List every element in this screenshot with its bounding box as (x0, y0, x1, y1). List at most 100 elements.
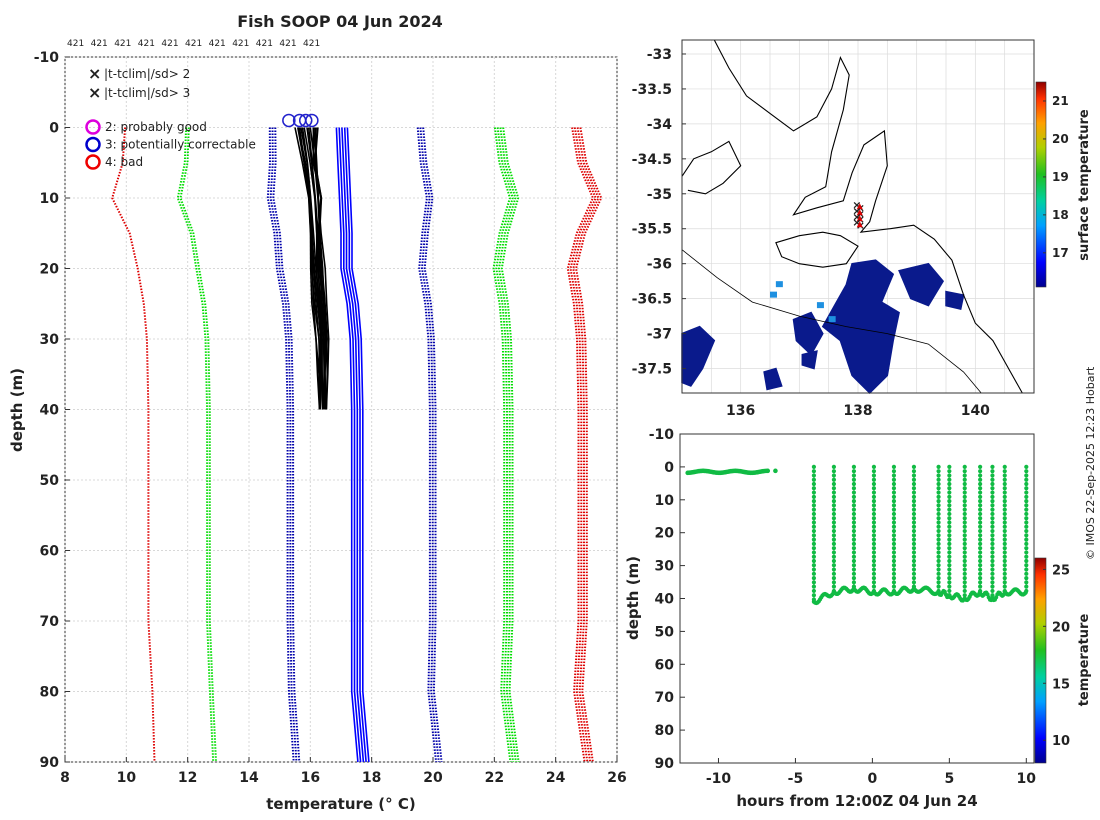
y-tick-label: 10 (40, 191, 60, 207)
data-point (990, 469, 995, 474)
x-tick-label: 14 (239, 770, 259, 786)
data-point (978, 507, 983, 512)
data-point (936, 567, 941, 572)
data-point (811, 563, 817, 568)
sst-patch (898, 262, 945, 307)
data-point (911, 490, 917, 495)
data-point (947, 503, 952, 508)
data-point (990, 520, 995, 525)
data-point (851, 571, 857, 576)
data-point (911, 503, 917, 508)
data-point (831, 546, 837, 551)
data-point (891, 481, 897, 487)
climatology-sd-line (422, 127, 443, 763)
data-point (947, 481, 952, 487)
data-point (811, 503, 817, 508)
data-point (811, 533, 817, 538)
climatology-sd-line (566, 127, 594, 763)
y-tick-label: 80 (40, 685, 60, 701)
data-point (962, 494, 967, 499)
data-point (891, 576, 897, 581)
legend-cross-label: |t-tclim|/sd> 2 (104, 67, 190, 81)
data-point (962, 533, 967, 538)
data-point (891, 516, 897, 521)
climatology-mean-line (343, 127, 367, 763)
data-point (851, 520, 857, 525)
data-point (765, 468, 771, 474)
y-axis-label-2: depth (m) (624, 556, 642, 640)
data-point (990, 507, 995, 512)
data-point (911, 546, 917, 551)
data-point (947, 584, 952, 589)
data-point (936, 511, 941, 517)
sst-colorbar: 17 18 19 20 21 (1035, 81, 1069, 288)
sst-patch (763, 367, 783, 391)
data-point (1002, 524, 1007, 529)
data-point (871, 537, 877, 542)
data-point (1024, 511, 1029, 517)
data-point (811, 584, 817, 589)
data-point (978, 499, 983, 504)
top-label: 421 (114, 39, 131, 49)
data-point (891, 507, 897, 512)
y-tick-label: 60 (40, 544, 60, 560)
data-point (831, 571, 837, 576)
climatology-sd-line (419, 127, 440, 763)
data-point (947, 554, 952, 559)
temperature-profile-line (294, 127, 321, 410)
top-label: 421 (138, 39, 155, 49)
data-point (911, 567, 917, 572)
climatology-mean-line (341, 127, 365, 763)
data-point (911, 541, 917, 546)
data-point (962, 541, 967, 546)
data-point (936, 563, 941, 568)
data-point (911, 537, 917, 542)
data-point (1002, 580, 1007, 585)
data-point (990, 584, 995, 589)
data-point (851, 499, 857, 504)
data-point (978, 571, 983, 576)
sst-patch (821, 259, 900, 395)
data-point (1002, 520, 1007, 525)
map-axis-ticks: 136 138 140 -33 -33.5 -34 -34.5 -35 -35.5 -36 -36.… (632, 47, 991, 419)
data-point (1024, 524, 1029, 529)
data-point (1002, 571, 1007, 576)
data-point (811, 550, 817, 555)
climatology-mean-line (346, 127, 370, 763)
depth-time-chart: -10 -5 0 5 10 -10 0 10 20 30 40 50 60 70 80 90 10 15 20 25… (624, 427, 1092, 810)
data-point (1002, 481, 1007, 487)
data-point (962, 580, 967, 585)
data-point (811, 473, 817, 478)
data-point (978, 533, 983, 538)
climatology-sd-line (575, 127, 603, 763)
y-tick-label-2: 50 (655, 624, 675, 640)
map-y-tick-label: -33 (647, 47, 672, 63)
data-point (978, 516, 983, 521)
data-point (962, 481, 967, 487)
top-label: 421 (256, 39, 273, 49)
x-tick-label-2: 5 (944, 771, 954, 787)
y-tick-label: 40 (40, 403, 60, 419)
axis-ticks: 8 10 12 14 16 18 20 22 24 26 -10 0 10 20 30 40 50 60 70 80 9… (34, 50, 627, 786)
data-point (811, 486, 817, 491)
map-x-tick-label: 136 (726, 403, 755, 419)
data-point (831, 503, 837, 508)
climatology-sd-line (416, 127, 438, 763)
data-point (990, 567, 995, 572)
sst-patch (945, 290, 965, 311)
data-point (1024, 469, 1029, 474)
climatology-sd-line (569, 127, 597, 763)
legend-circle-marker (85, 136, 101, 153)
data-point (831, 567, 837, 572)
data-point (831, 494, 837, 499)
x-axis-label-2: hours from 12:00Z 04 Jun 24 (736, 792, 977, 810)
data-point (1002, 546, 1007, 551)
data-point (871, 554, 877, 559)
legend-cross-marker: × (88, 83, 101, 102)
data-point (1002, 469, 1007, 474)
data-point (936, 473, 941, 478)
data-point (811, 516, 817, 521)
data-point (962, 567, 967, 572)
data-point (1024, 486, 1029, 491)
data-point (851, 464, 857, 469)
